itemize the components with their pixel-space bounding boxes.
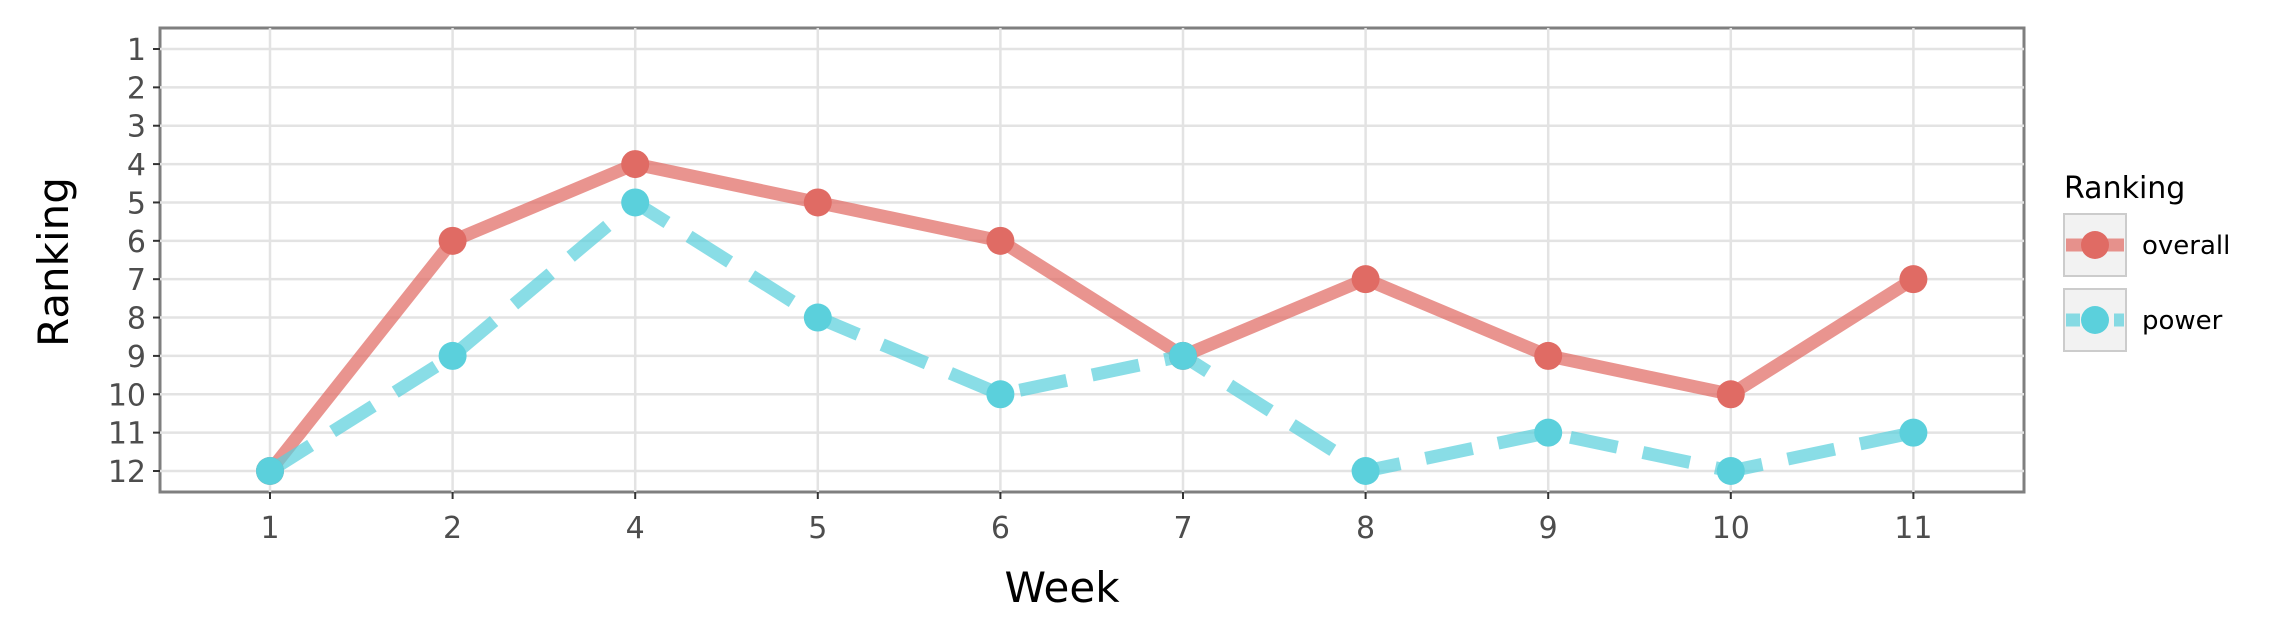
- y-tick-label: 4: [127, 148, 146, 183]
- data-point-power: [256, 457, 284, 485]
- x-tick-label: 10: [1712, 511, 1750, 546]
- data-point-overall: [621, 150, 650, 179]
- x-tick-label: 9: [1539, 511, 1558, 546]
- data-point-overall: [803, 188, 832, 217]
- data-point-power: [1351, 457, 1380, 485]
- y-axis-title: Ranking: [29, 177, 78, 347]
- legend-label-power: power: [2142, 306, 2223, 336]
- legend-marker-overall: [2081, 231, 2109, 259]
- data-point-power: [1716, 457, 1745, 485]
- data-point-power: [1899, 418, 1928, 447]
- y-tick-label: 1: [127, 33, 146, 68]
- legend-marker-power: [2081, 306, 2109, 334]
- plot-panel: [158, 26, 2026, 494]
- data-point-power: [438, 341, 467, 370]
- data-point-power: [803, 303, 832, 332]
- legend: Ranking overall power: [2063, 171, 2230, 352]
- data-point-overall: [1534, 341, 1563, 370]
- data-point-power: [986, 380, 1015, 409]
- data-point-overall: [1899, 265, 1928, 294]
- series-line-power: [266, 195, 1915, 478]
- x-tick-label: 11: [1894, 511, 1932, 546]
- y-tick-label: 10: [108, 378, 146, 413]
- data-point-overall: [1716, 380, 1745, 409]
- y-tick-label: 12: [108, 455, 146, 490]
- x-tick-label: 6: [991, 511, 1010, 546]
- legend-entries: overall power: [2063, 213, 2230, 352]
- data-point-power: [1534, 418, 1563, 447]
- data-point-overall: [1351, 265, 1380, 294]
- x-tick-label: 8: [1356, 511, 1375, 546]
- gridlines: [160, 28, 2024, 492]
- x-axis-ticks: 1 2 4 5 6 7 8 9 10 11: [260, 492, 1932, 546]
- series-line-overall: [264, 157, 1917, 476]
- series-lines: [264, 157, 1917, 478]
- data-point-power: [621, 188, 650, 217]
- x-tick-label: 5: [808, 511, 827, 546]
- data-point-overall: [986, 226, 1015, 255]
- y-tick-label: 6: [127, 225, 146, 260]
- y-tick-label: 8: [127, 302, 146, 337]
- x-axis-title: Week: [1004, 563, 1120, 612]
- data-point-overall: [438, 226, 467, 255]
- data-point-power: [1169, 341, 1197, 370]
- series-points: [256, 150, 1928, 485]
- y-tick-label: 3: [127, 110, 146, 145]
- x-tick-label: 7: [1173, 511, 1192, 546]
- y-tick-label: 2: [127, 71, 146, 106]
- x-tick-label: 2: [443, 511, 462, 546]
- y-tick-label: 9: [127, 340, 146, 375]
- legend-title: Ranking: [2064, 171, 2185, 206]
- legend-label-overall: overall: [2142, 231, 2230, 261]
- x-tick-label: 4: [626, 511, 645, 546]
- y-tick-label: 5: [127, 186, 146, 221]
- y-tick-label: 11: [108, 417, 146, 452]
- x-tick-label: 1: [260, 511, 279, 546]
- y-tick-label: 7: [127, 263, 146, 298]
